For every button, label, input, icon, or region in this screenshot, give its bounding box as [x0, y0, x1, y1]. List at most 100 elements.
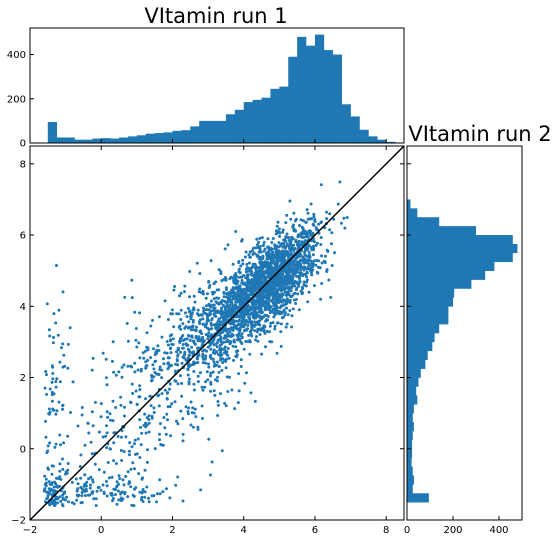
scatter-point — [140, 495, 144, 499]
scatter-point — [237, 261, 241, 265]
scatter-point — [50, 380, 54, 384]
top-histogram-bar — [261, 97, 271, 143]
scatter-point — [293, 291, 297, 295]
scatter-point — [244, 267, 248, 271]
scatter-point — [43, 487, 47, 491]
scatter-point — [151, 363, 155, 367]
scatter-point — [89, 475, 93, 479]
scatter-point — [155, 500, 158, 504]
scatter-point — [193, 407, 197, 411]
scatter-point — [147, 500, 151, 504]
scatter-point — [264, 306, 268, 310]
scatter-point — [271, 282, 275, 286]
scatter-point — [83, 494, 87, 497]
main-y-tick-label: 4 — [20, 302, 26, 313]
scatter-point — [45, 497, 49, 501]
scatter-point — [244, 340, 248, 343]
scatter-point — [119, 449, 123, 452]
scatter-point — [138, 388, 142, 392]
scatter-point — [166, 318, 170, 321]
scatter-point — [147, 414, 151, 418]
scatter-point — [79, 501, 83, 505]
scatter-point — [215, 322, 219, 325]
scatter-point — [221, 312, 225, 316]
right-histogram-bar — [407, 217, 440, 227]
scatter-point — [129, 485, 133, 489]
scatter-point — [199, 488, 203, 492]
scatter-point — [307, 250, 311, 254]
top-histogram-bar — [119, 137, 129, 143]
scatter-point — [194, 361, 197, 365]
scatter-point — [48, 334, 52, 338]
scatter-point — [121, 478, 125, 482]
scatter-point — [230, 388, 234, 392]
scatter-point — [146, 448, 149, 452]
scatter-point — [158, 492, 162, 496]
scatter-point — [226, 347, 230, 350]
scatter-point — [267, 296, 271, 300]
scatter-point — [61, 467, 65, 471]
scatter-point — [254, 320, 258, 324]
scatter-point — [55, 484, 59, 488]
scatter-point — [234, 300, 238, 303]
scatter-point — [111, 499, 114, 503]
scatter-point — [316, 271, 320, 275]
scatter-point — [198, 330, 202, 334]
scatter-point — [55, 495, 59, 499]
scatter-point — [304, 220, 308, 224]
scatter-point — [131, 391, 135, 395]
main-scatter-frame — [29, 145, 405, 521]
top-histogram-bar — [217, 120, 227, 143]
scatter-point — [238, 330, 241, 334]
scatter-point — [252, 285, 256, 289]
scatter-point — [228, 342, 232, 346]
scatter-point — [209, 473, 212, 477]
scatter-point — [175, 358, 179, 361]
scatter-point — [217, 365, 221, 369]
scatter-point — [172, 288, 176, 292]
scatter-point — [188, 270, 192, 273]
top-histogram-bar — [350, 116, 360, 143]
scatter-point — [218, 331, 222, 335]
scatter-point — [187, 320, 191, 324]
scatter-point — [227, 356, 231, 360]
scatter-point — [180, 394, 184, 398]
scatter-point — [162, 416, 166, 419]
scatter-point — [282, 298, 285, 302]
scatter-point — [144, 421, 148, 425]
scatter-point — [61, 497, 65, 501]
scatter-point — [268, 284, 272, 288]
scatter-point — [191, 406, 195, 410]
scatter-point — [191, 425, 195, 429]
scatter-point — [201, 289, 205, 293]
scatter-point — [267, 263, 271, 267]
scatter-point — [72, 502, 76, 506]
scatter-point — [258, 323, 262, 327]
scatter-point — [159, 443, 163, 446]
scatter-point — [186, 367, 190, 371]
scatter-point — [239, 365, 243, 368]
scatter-point — [207, 331, 211, 335]
scatter-point — [273, 254, 277, 258]
main-x-tick-label: 8 — [383, 525, 389, 536]
scatter-point — [43, 386, 47, 390]
scatter-point — [91, 478, 94, 482]
scatter-point — [258, 292, 262, 296]
scatter-point — [219, 350, 223, 354]
scatter-point — [294, 288, 298, 292]
scatter-point — [47, 480, 51, 484]
scatter-point — [297, 282, 300, 286]
scatter-point — [160, 376, 164, 380]
top-histogram-bar — [297, 36, 307, 143]
scatter-point — [182, 356, 186, 360]
scatter-point — [111, 340, 115, 344]
scatter-point — [292, 227, 296, 230]
scatter-point — [232, 358, 235, 362]
scatter-point — [297, 308, 301, 312]
scatter-point — [239, 322, 242, 326]
scatter-point — [204, 325, 208, 329]
scatter-point — [192, 388, 196, 392]
scatter-point — [307, 262, 311, 266]
scatter-point — [244, 250, 248, 254]
scatter-point — [204, 333, 208, 337]
